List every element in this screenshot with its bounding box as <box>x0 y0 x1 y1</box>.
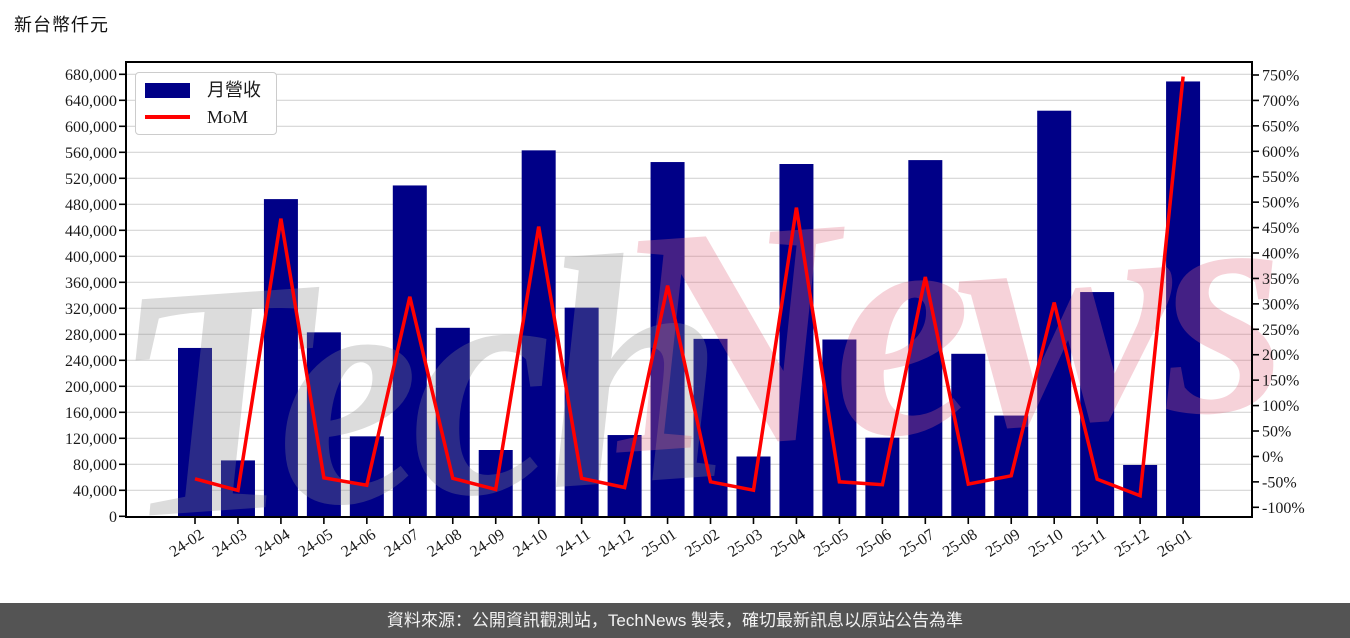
revenue-bar <box>178 347 212 517</box>
y-left-tick-label: 200,000 <box>65 379 117 396</box>
revenue-bar <box>1166 81 1201 517</box>
x-tick-label: 25-05 <box>811 526 852 561</box>
y-right-tick-label: 100% <box>1262 398 1299 415</box>
y-left-tick-label: 440,000 <box>65 223 117 240</box>
x-tick-label: 25-09 <box>983 526 1024 561</box>
revenue-bar-swatch <box>145 82 190 98</box>
x-tick-label: 25-06 <box>854 526 895 561</box>
y-left-tick-label: 360,000 <box>65 275 117 292</box>
y-right-tick-label: 550% <box>1262 169 1299 186</box>
y-left-tick-label: 600,000 <box>65 119 117 136</box>
x-tick-label: 26-01 <box>1155 526 1196 561</box>
y-right-tick-label: 400% <box>1262 246 1299 263</box>
y-right-tick-label: 700% <box>1262 93 1299 110</box>
revenue-bar <box>822 339 857 517</box>
y-left-tick-label: 280,000 <box>65 327 117 344</box>
y-right-tick-label: -50% <box>1262 474 1297 491</box>
x-tick-label: 25-07 <box>897 526 938 561</box>
revenue-bar <box>521 150 556 517</box>
y-left-tick-label: 680,000 <box>65 67 117 84</box>
revenue-bar <box>306 332 341 517</box>
x-tick-label: 25-03 <box>725 526 766 561</box>
y-right-tick-label: 50% <box>1262 424 1291 441</box>
technews-watermark: TechNews <box>102 123 1288 589</box>
y-left-tick-label: 520,000 <box>65 171 117 188</box>
y-right-tick-label: 350% <box>1262 271 1299 288</box>
x-tick-label: 25-08 <box>940 526 981 561</box>
y-left-tick-label: 240,000 <box>65 353 117 370</box>
revenue-bar <box>779 164 814 517</box>
y-left-tick-label: 160,000 <box>65 405 117 422</box>
revenue-bar <box>349 436 384 517</box>
y-right-tick-label: 500% <box>1262 195 1299 212</box>
legend-item-revenue: 月營收 <box>145 81 266 99</box>
y-right-tick-label: 300% <box>1262 296 1299 313</box>
legend: 月營收 MoM <box>135 72 277 135</box>
legend-label-revenue: 月營收 <box>207 80 261 100</box>
mom-line-swatch <box>145 115 190 119</box>
x-tick-label: 25-11 <box>1069 526 1109 560</box>
y-left-tick-label: 120,000 <box>65 431 117 448</box>
source-footer: 資料來源：公開資訊觀測站，TechNews 製表，確切最新訊息以原站公告為準 <box>0 603 1350 638</box>
y-right-tick-label: 200% <box>1262 347 1299 364</box>
x-tick-label: 25-10 <box>1026 526 1067 561</box>
y-axis-unit-label: 新台幣仟元 <box>14 15 109 35</box>
revenue-bar <box>435 327 470 517</box>
y-right-tick-label: 600% <box>1262 144 1299 161</box>
plot-frame <box>125 61 1253 518</box>
y-right-tick-label: -100% <box>1262 500 1305 517</box>
watermark-tech: Tech <box>102 183 726 589</box>
revenue-bar <box>1037 110 1072 517</box>
y-left-tick-label: 320,000 <box>65 301 117 318</box>
y-right-tick-label: 250% <box>1262 322 1299 339</box>
y-left-tick-label: 480,000 <box>65 197 117 214</box>
mom-line <box>194 76 1185 499</box>
revenue-bar <box>607 435 642 517</box>
y-right-tick-label: 750% <box>1262 68 1299 85</box>
y-left-tick-label: 40,000 <box>73 483 117 500</box>
y-left-tick-label: 560,000 <box>65 145 117 162</box>
y-left-tick-label: 640,000 <box>65 93 117 110</box>
y-left-tick-label: 400,000 <box>65 249 117 266</box>
y-right-tick-label: 0% <box>1262 449 1283 466</box>
revenue-mom-chart: TechNews040,00080,000120,000160,000200,0… <box>65 61 1305 589</box>
y-left-tick-label: 0 <box>109 509 117 526</box>
y-right-tick-label: 150% <box>1262 373 1299 390</box>
x-tick-label: 25-04 <box>768 526 809 561</box>
legend-item-mom: MoM <box>145 108 266 126</box>
revenue-bar <box>263 199 298 517</box>
y-right-tick-label: 450% <box>1262 220 1299 237</box>
watermark-news: News <box>594 123 1288 523</box>
legend-label-mom: MoM <box>207 107 249 127</box>
x-tick-label: 25-12 <box>1112 526 1153 561</box>
y-right-tick-label: 650% <box>1262 118 1299 135</box>
y-left-tick-label: 80,000 <box>73 457 117 474</box>
